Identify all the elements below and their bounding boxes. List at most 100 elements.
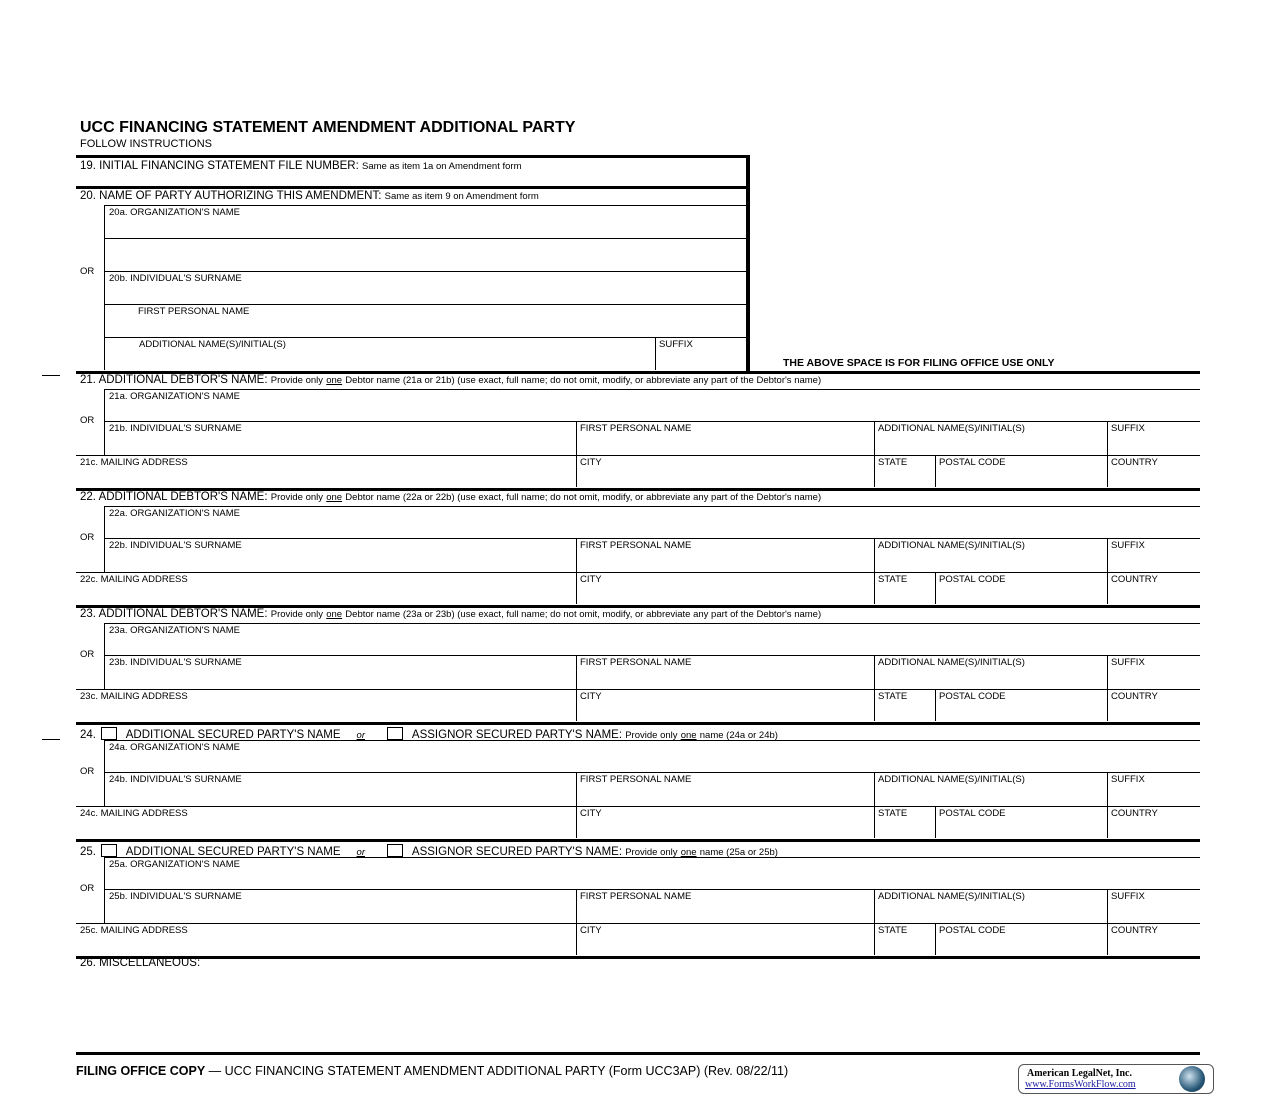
section-divider <box>76 371 1200 374</box>
item24-assignor-secured-checkbox[interactable] <box>387 727 404 740</box>
item25-suffix-field[interactable] <box>1108 890 1200 923</box>
item25-postal-code-field[interactable] <box>936 924 1107 955</box>
item24-surname-field[interactable] <box>105 773 576 806</box>
item24-mailing-address-field[interactable] <box>76 807 576 838</box>
item25-country-field[interactable] <box>1108 924 1200 955</box>
item25-surname-field[interactable] <box>105 890 576 923</box>
item24-state-label: STATE <box>878 808 908 819</box>
divider <box>104 857 1200 858</box>
item22-country-field[interactable] <box>1108 573 1200 604</box>
item25-additional-secured-checkbox[interactable] <box>101 844 118 857</box>
item25-mailing-address-field[interactable] <box>76 924 576 955</box>
item20-suffix-field[interactable] <box>656 338 746 370</box>
item21-additional-name-field[interactable] <box>875 422 1107 455</box>
item24-postal-code-field[interactable] <box>936 807 1107 838</box>
item21-postal-code-field[interactable] <box>936 456 1107 487</box>
item21-surname-field[interactable] <box>105 422 576 455</box>
item25-first-name-field[interactable] <box>577 890 874 923</box>
item24-postal-label: POSTAL CODE <box>939 808 1006 819</box>
divider <box>935 689 936 721</box>
item25-heading: 25. ADDITIONAL SECURED PARTY'S NAME or A… <box>80 844 778 858</box>
item25a-org-name-field[interactable] <box>105 858 1200 889</box>
item22-first-name-field[interactable] <box>577 539 874 572</box>
item19-file-number-field[interactable] <box>76 158 746 186</box>
item25-assignor-secured-checkbox[interactable] <box>387 844 404 857</box>
item25b-surname-label: 25b. INDIVIDUAL'S SURNAME <box>109 891 242 902</box>
item20-first-label: FIRST PERSONAL NAME <box>138 306 250 317</box>
item20-first-name-field[interactable] <box>105 305 746 337</box>
item23-suffix-field[interactable] <box>1108 656 1200 689</box>
item21-mailing-address-field[interactable] <box>76 456 576 487</box>
item24-suffix-field[interactable] <box>1108 773 1200 806</box>
item24-additional-secured-checkbox[interactable] <box>101 727 118 740</box>
item23-additional-name-field[interactable] <box>875 656 1107 689</box>
or-label: OR <box>80 883 95 894</box>
item24a-org-label: 24a. ORGANIZATION'S NAME <box>109 742 240 753</box>
item22-first-label: FIRST PERSONAL NAME <box>580 540 692 551</box>
divider <box>874 689 875 721</box>
divider <box>576 689 577 721</box>
divider <box>104 389 1200 390</box>
divider <box>576 772 577 806</box>
divider <box>104 506 1200 507</box>
item23a-org-name-field[interactable] <box>105 624 1200 655</box>
item22-country-label: COUNTRY <box>1111 574 1158 585</box>
item24a-org-name-field[interactable] <box>105 741 1200 772</box>
item20b-surname-field[interactable] <box>105 272 746 304</box>
item23-mailing-address-field[interactable] <box>76 690 576 721</box>
item24-country-field[interactable] <box>1108 807 1200 838</box>
item22-state-field[interactable] <box>875 573 935 604</box>
item21a-org-name-field[interactable] <box>105 390 1200 421</box>
filing-office-note: THE ABOVE SPACE IS FOR FILING OFFICE USE… <box>783 357 1055 369</box>
item22-suffix-label: SUFFIX <box>1111 540 1145 551</box>
item24-first-name-field[interactable] <box>577 773 874 806</box>
divider <box>874 455 875 487</box>
margin-mark <box>42 375 60 376</box>
item22-surname-field[interactable] <box>105 539 576 572</box>
item24-state-field[interactable] <box>875 807 935 838</box>
item21-state-label: STATE <box>878 457 908 468</box>
divider <box>104 623 1200 624</box>
item25-state-field[interactable] <box>875 924 935 955</box>
divider <box>1107 572 1108 604</box>
or-label: OR <box>80 415 95 426</box>
divider <box>104 772 1200 773</box>
item26-miscellaneous-field[interactable] <box>76 970 1200 1050</box>
item23-postal-code-field[interactable] <box>936 690 1107 721</box>
form-title: UCC FINANCING STATEMENT AMENDMENT ADDITI… <box>80 119 576 136</box>
item23-city-field[interactable] <box>577 690 874 721</box>
item23-state-field[interactable] <box>875 690 935 721</box>
item24-city-field[interactable] <box>577 807 874 838</box>
divider <box>76 689 1200 690</box>
item22-mailing-address-field[interactable] <box>76 573 576 604</box>
item21-first-name-field[interactable] <box>577 422 874 455</box>
divider <box>1107 772 1108 806</box>
item21-state-field[interactable] <box>875 456 935 487</box>
item22-additional-name-field[interactable] <box>875 539 1107 572</box>
item25-city-field[interactable] <box>577 924 874 955</box>
item21b-surname-label: 21b. INDIVIDUAL'S SURNAME <box>109 423 242 434</box>
item21-country-label: COUNTRY <box>1111 457 1158 468</box>
item20-additional-label: ADDITIONAL NAME(S)/INITIAL(S) <box>139 339 286 350</box>
divider <box>935 806 936 838</box>
item21-city-field[interactable] <box>577 456 874 487</box>
item22a-org-name-field[interactable] <box>105 507 1200 538</box>
american-legalnet-logo[interactable]: American LegalNet, Inc. www.FormsWorkFlo… <box>1018 1064 1214 1094</box>
item23-surname-field[interactable] <box>105 656 576 689</box>
item20-additional-name-field[interactable] <box>105 338 655 370</box>
item21-city-label: CITY <box>580 457 602 468</box>
item24-additional-name-field[interactable] <box>875 773 1107 806</box>
item22-city-field[interactable] <box>577 573 874 604</box>
item25-additional-name-field[interactable] <box>875 890 1107 923</box>
item23-first-name-field[interactable] <box>577 656 874 689</box>
logo-url-link[interactable]: www.FormsWorkFlow.com <box>1025 1079 1136 1090</box>
item23-country-field[interactable] <box>1108 690 1200 721</box>
divider <box>104 889 1200 890</box>
divider <box>104 740 105 806</box>
item21-suffix-field[interactable] <box>1108 422 1200 455</box>
item24-city-label: CITY <box>580 808 602 819</box>
item22-suffix-field[interactable] <box>1108 539 1200 572</box>
item21-country-field[interactable] <box>1108 456 1200 487</box>
item22-postal-code-field[interactable] <box>936 573 1107 604</box>
